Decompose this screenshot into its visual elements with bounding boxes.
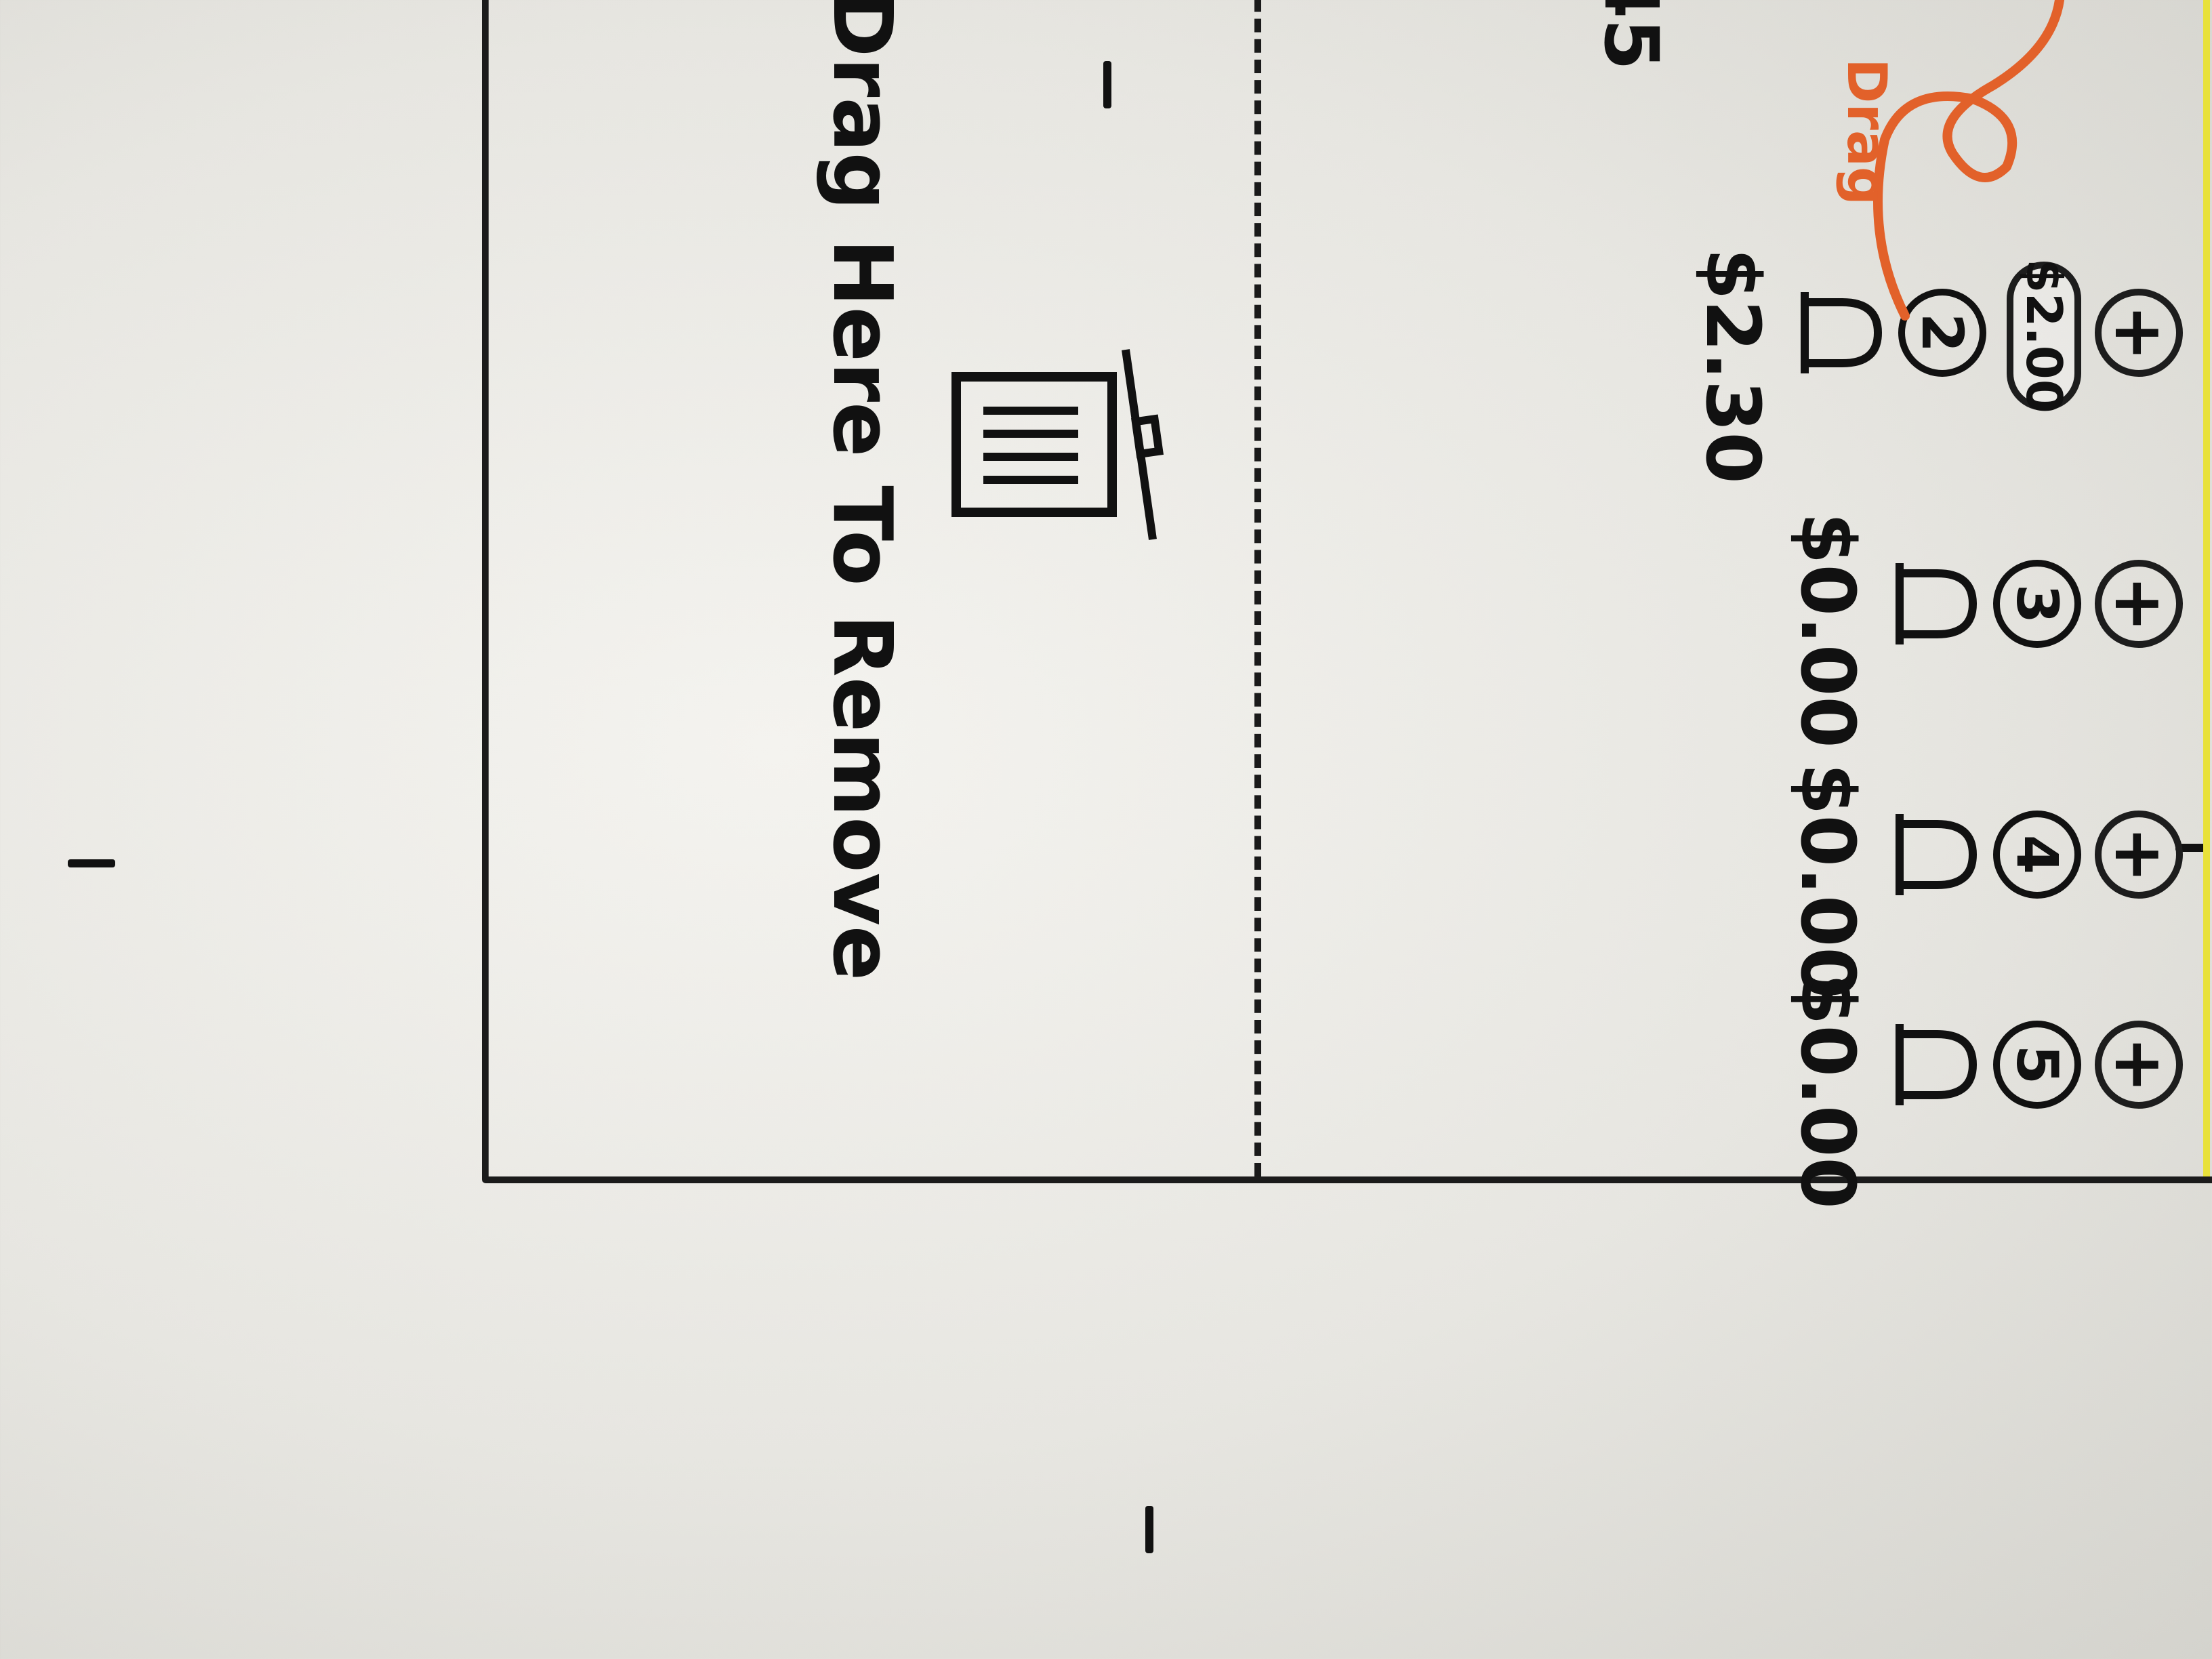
header-divider xyxy=(2203,0,2210,1176)
person-total: $0.00 xyxy=(1784,512,1871,748)
drag-annotation-label: Drag xyxy=(1835,58,1898,206)
remove-zone-label: Drag Here To Remove xyxy=(815,0,909,981)
person-total: $0.00 xyxy=(1784,973,1871,1209)
phone-screen-sketch: Tax: $ % Tip 15% ▾ + $2.00 $1.00 1 $3.45… xyxy=(482,0,2212,1209)
board-tick-left xyxy=(68,859,115,867)
add-item-button-person-4[interactable]: + xyxy=(2095,811,2183,899)
board-tick-bottom xyxy=(1145,1506,1153,1553)
person-total: $2.30 xyxy=(1689,248,1776,484)
board-tick-top xyxy=(1103,61,1111,108)
board-tick-right xyxy=(2175,844,2209,852)
person-total: $3.45 xyxy=(1588,0,1675,70)
person-number-badge: 4 xyxy=(1993,811,2081,899)
person-icon xyxy=(1801,292,1883,373)
add-item-button-person-5[interactable]: + xyxy=(2095,1021,2183,1109)
trash-icon[interactable] xyxy=(943,336,1173,553)
add-item-button-person-3[interactable]: + xyxy=(2095,560,2183,648)
person-icon xyxy=(1896,1024,1978,1105)
person-number-badge: 3 xyxy=(1993,560,2081,648)
person-icon xyxy=(1896,814,1978,895)
remove-zone-divider xyxy=(1254,0,1261,1176)
drag-arrow-annotation xyxy=(1873,0,2066,321)
person-number-badge: 5 xyxy=(1993,1021,2081,1109)
person-total: $0.00 xyxy=(1784,763,1871,999)
person-icon xyxy=(1896,563,1978,644)
